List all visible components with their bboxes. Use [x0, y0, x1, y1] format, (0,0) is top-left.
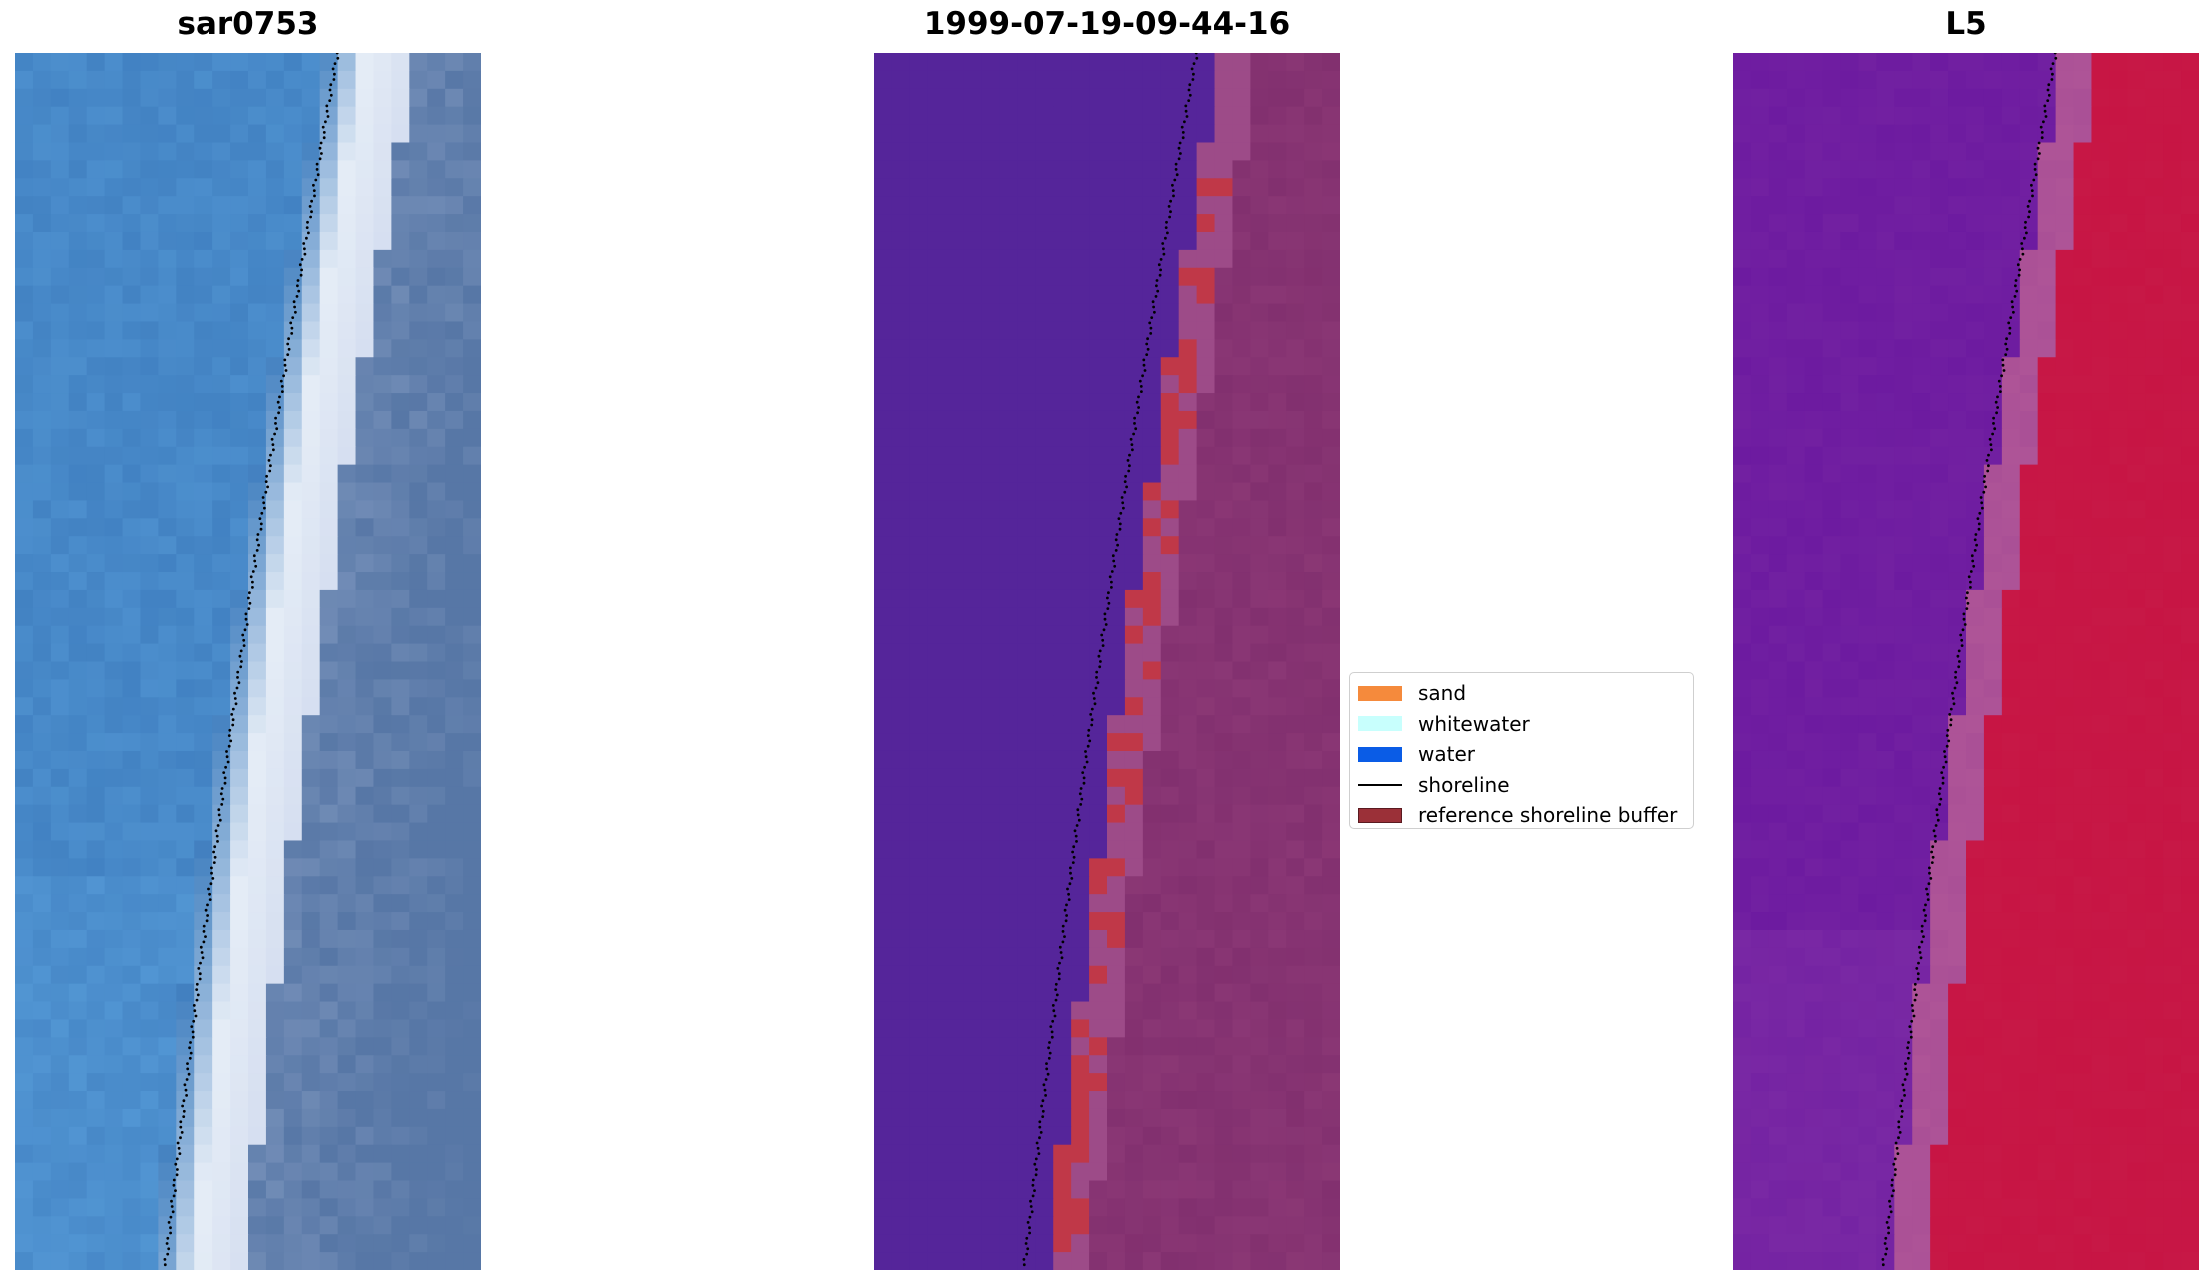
legend-item-sand: sand: [1358, 678, 1685, 709]
whitewater-swatch: [1358, 716, 1402, 732]
water-swatch: [1358, 746, 1402, 762]
index-image-panel: [1733, 53, 2199, 1270]
classified-image: [874, 53, 1340, 1270]
legend-label: reference shoreline buffer: [1418, 803, 1678, 828]
legend-label: shoreline: [1418, 772, 1510, 797]
legend-item-whitewater: whitewater: [1358, 709, 1685, 740]
shoreline-dots: [163, 53, 340, 1267]
shoreline-dots: [1881, 53, 2058, 1267]
panel-title-classified: 1999-07-19-09-44-16: [923, 6, 1291, 42]
legend-label: sand: [1418, 681, 1467, 706]
reference-buffer-swatch: [1358, 807, 1402, 823]
legend-label: whitewater: [1418, 711, 1530, 736]
sand-swatch: [1358, 685, 1402, 701]
shoreline-line-swatch: [1358, 783, 1402, 786]
panel-title-index: L5: [1945, 6, 1987, 42]
legend-item-reference-buffer: reference shoreline buffer: [1358, 800, 1685, 831]
legend-label: water: [1418, 742, 1475, 767]
legend-item-shoreline: shoreline: [1358, 770, 1685, 801]
legend-item-water: water: [1358, 739, 1685, 770]
classified-image-panel: [874, 53, 1340, 1270]
water-index-image: [1733, 53, 2199, 1270]
rgb-satellite-image: [15, 53, 481, 1270]
shoreline-dots: [1022, 53, 1199, 1267]
panel-title-rgb: sar0753: [177, 6, 319, 42]
rgb-image-panel: [15, 53, 481, 1270]
legend: sand whitewater water shoreline referenc…: [1349, 672, 1694, 829]
